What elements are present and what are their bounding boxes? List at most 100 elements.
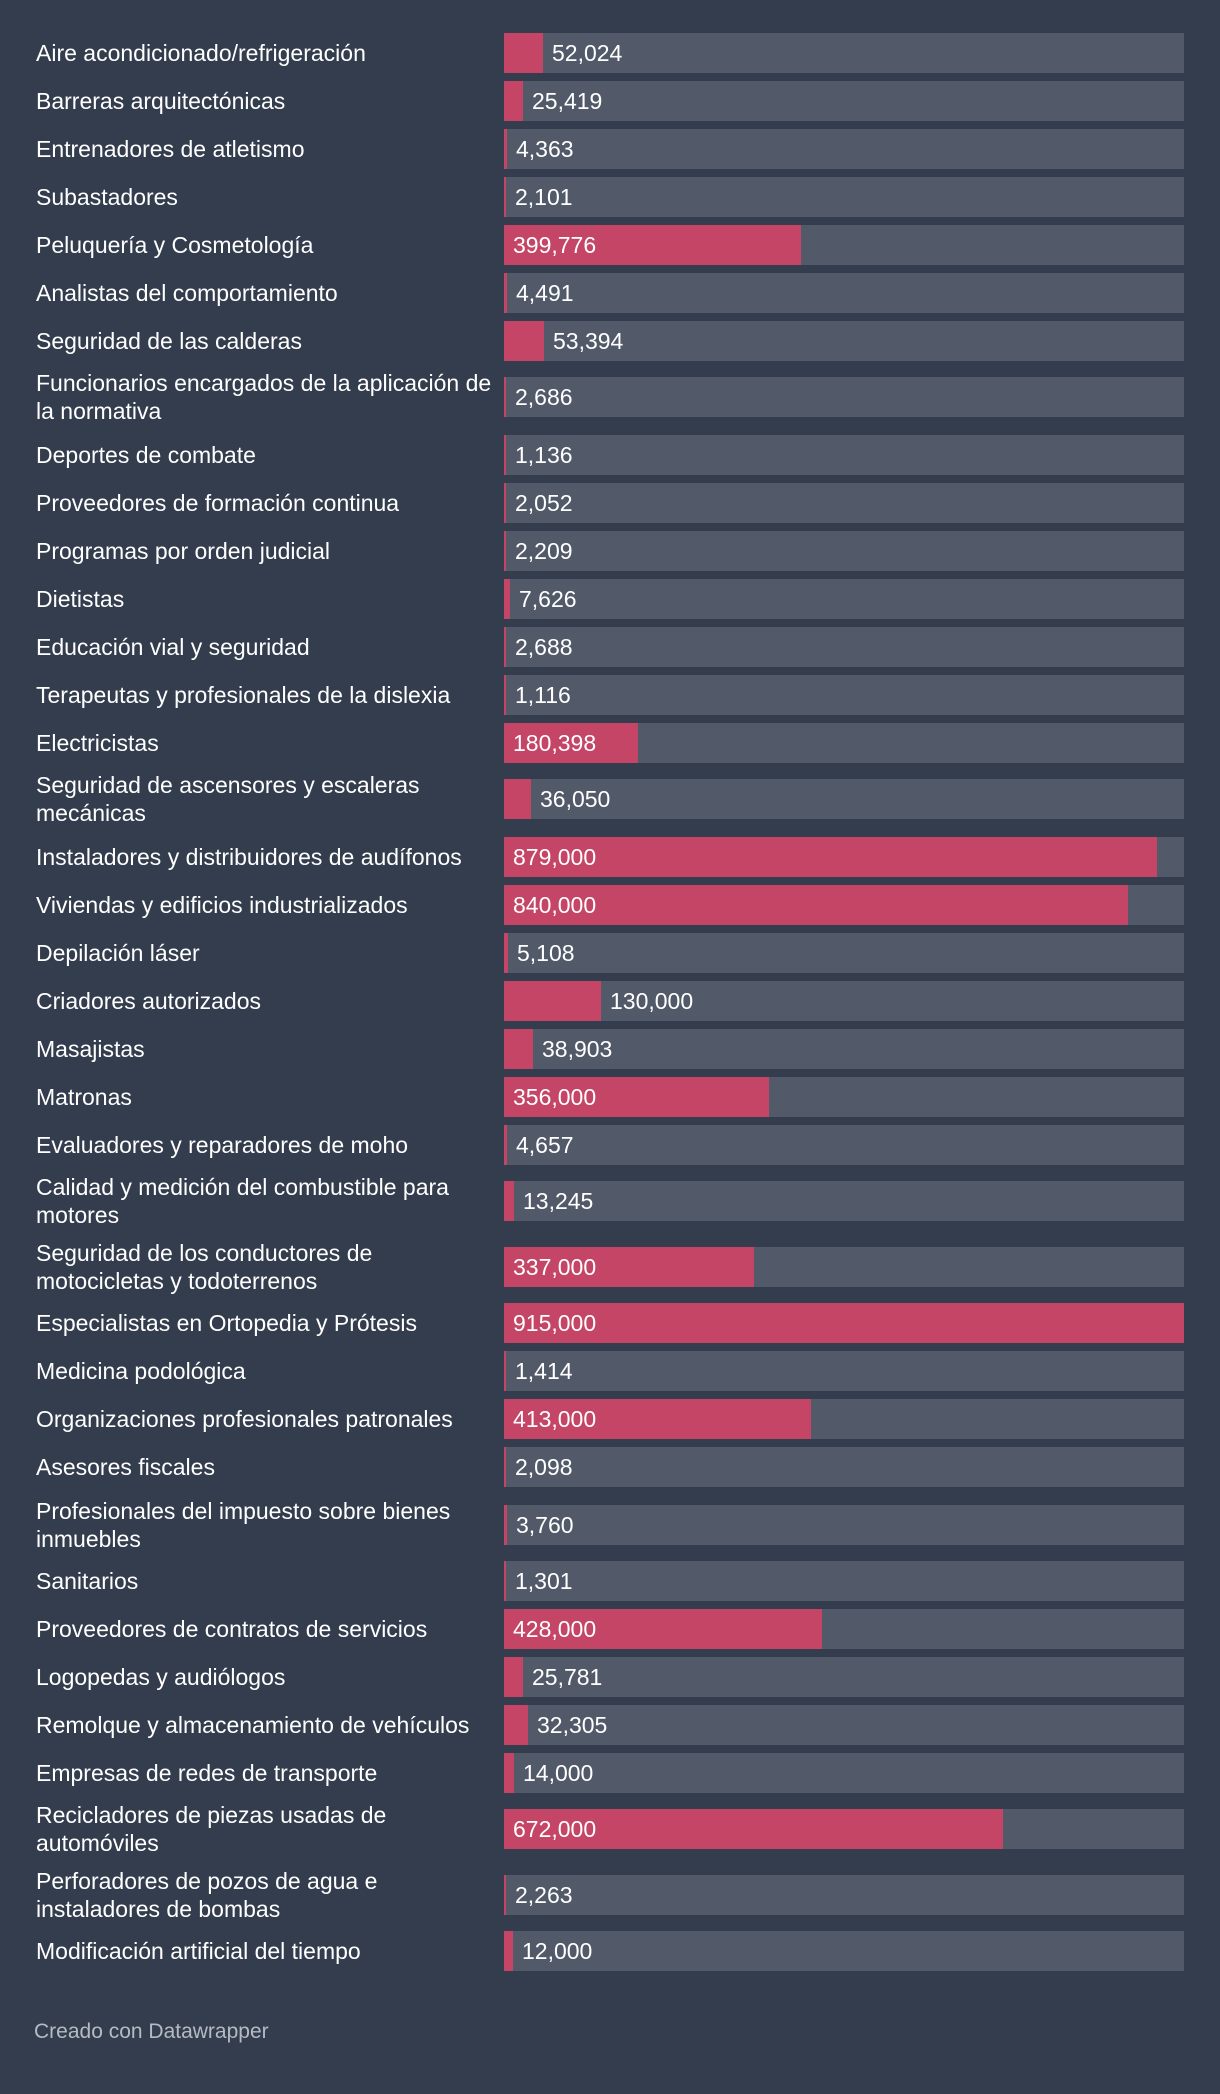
bar xyxy=(504,675,506,715)
bar-track: 36,050 xyxy=(504,779,1184,819)
bar-track: 2,098 xyxy=(504,1447,1184,1487)
bar xyxy=(504,225,801,265)
bar-track: 1,414 xyxy=(504,1351,1184,1391)
value-label: 14,000 xyxy=(523,1760,594,1786)
bar-track: 672,000 xyxy=(504,1809,1184,1849)
bar-track: 25,419 xyxy=(504,81,1184,121)
bar-track: 32,305 xyxy=(504,1705,1184,1745)
bar-track: 180,398 xyxy=(504,723,1184,763)
bar-track: 879,000 xyxy=(504,837,1184,877)
bar xyxy=(504,1705,528,1745)
category-label: Remolque y almacenamiento de vehículos xyxy=(36,1712,470,1738)
bar-track: 337,000 xyxy=(504,1247,1184,1287)
bar-track: 4,363 xyxy=(504,129,1184,169)
bar-track: 12,000 xyxy=(504,1931,1184,1971)
bar xyxy=(504,1181,514,1221)
bar xyxy=(504,177,506,217)
bar xyxy=(504,321,544,361)
category-label: Funcionarios encargados de la aplicación… xyxy=(36,370,492,424)
bar xyxy=(504,1303,1184,1343)
bar xyxy=(504,1875,506,1915)
bar xyxy=(504,579,510,619)
bar-track: 1,136 xyxy=(504,435,1184,475)
value-label: 36,050 xyxy=(540,786,611,812)
value-label: 840,000 xyxy=(513,892,597,918)
value-label: 1,301 xyxy=(515,1568,573,1594)
bar-track: 25,781 xyxy=(504,1657,1184,1697)
bar xyxy=(504,435,506,475)
category-label: Calidad y medición del combustible para … xyxy=(36,1174,449,1228)
category-label: Profesionales del impuesto sobre bienes … xyxy=(36,1498,451,1552)
value-label: 13,245 xyxy=(523,1188,594,1214)
category-label: Logopedas y audiólogos xyxy=(36,1664,286,1690)
bar-track: 13,245 xyxy=(504,1181,1184,1221)
bar xyxy=(504,1753,514,1793)
bar-track: 413,000 xyxy=(504,1399,1184,1439)
bar-track: 3,760 xyxy=(504,1505,1184,1545)
value-label: 1,116 xyxy=(515,682,571,708)
category-label: Perforadores de pozos de agua e instalad… xyxy=(36,1868,378,1922)
value-label: 2,686 xyxy=(515,384,573,410)
bar-track: 7,626 xyxy=(504,579,1184,619)
category-label: Subastadores xyxy=(36,184,178,210)
value-label: 356,000 xyxy=(513,1084,597,1110)
bar-track: 840,000 xyxy=(504,885,1184,925)
value-label: 2,052 xyxy=(515,490,573,516)
bar xyxy=(504,531,506,571)
value-label: 1,136 xyxy=(515,442,573,468)
bar xyxy=(504,1505,507,1545)
value-label: 130,000 xyxy=(610,988,694,1014)
category-label: Empresas de redes de transporte xyxy=(36,1760,378,1786)
category-label: Instaladores y distribuidores de audífon… xyxy=(36,844,462,870)
value-label: 25,781 xyxy=(532,1664,603,1690)
value-label: 4,491 xyxy=(516,280,574,306)
category-label: Especialistas en Ortopedia y Prótesis xyxy=(36,1310,417,1336)
bar-track: 14,000 xyxy=(504,1753,1184,1793)
bar xyxy=(504,837,1157,877)
value-label: 5,108 xyxy=(517,940,575,966)
category-label: Analistas del comportamiento xyxy=(36,280,338,306)
category-label: Sanitarios xyxy=(36,1568,139,1594)
category-label: Entrenadores de atletismo xyxy=(36,136,305,162)
category-label: Dietistas xyxy=(36,586,125,612)
bar-track: 356,000 xyxy=(504,1077,1184,1117)
value-label: 2,263 xyxy=(515,1882,573,1908)
bar-track: 52,024 xyxy=(504,33,1184,73)
value-label: 12,000 xyxy=(522,1938,593,1964)
value-label: 180,398 xyxy=(513,730,597,756)
bar xyxy=(504,81,523,121)
bar xyxy=(504,933,508,973)
chart-credit: Creado con Datawrapper xyxy=(34,2020,269,2043)
category-label: Peluquería y Cosmetología xyxy=(36,232,314,258)
bar-track: 4,657 xyxy=(504,1125,1184,1165)
bar xyxy=(504,129,507,169)
category-label: Seguridad de las calderas xyxy=(36,328,302,354)
bar-track: 2,263 xyxy=(504,1875,1184,1915)
value-label: 428,000 xyxy=(513,1616,597,1642)
category-label: Masajistas xyxy=(36,1036,145,1062)
category-label: Medicina podológica xyxy=(36,1358,246,1384)
bar xyxy=(504,1609,822,1649)
bar xyxy=(504,885,1128,925)
value-label: 32,305 xyxy=(537,1712,608,1738)
category-label: Matronas xyxy=(36,1084,132,1110)
value-label: 413,000 xyxy=(513,1406,597,1432)
category-label: Educación vial y seguridad xyxy=(36,634,310,660)
value-label: 52,024 xyxy=(552,40,623,66)
category-label: Proveedores de contratos de servicios xyxy=(36,1616,428,1642)
category-label: Aire acondicionado/refrigeración xyxy=(36,40,366,66)
bar xyxy=(504,1447,506,1487)
value-label: 3,760 xyxy=(516,1512,574,1538)
category-label: Modificación artificial del tiempo xyxy=(36,1938,361,1964)
bar xyxy=(504,1077,769,1117)
bar-track: 2,688 xyxy=(504,627,1184,667)
bar-track: 428,000 xyxy=(504,1609,1184,1649)
category-label: Criadores autorizados xyxy=(36,988,262,1014)
value-label: 672,000 xyxy=(513,1816,597,1842)
value-label: 337,000 xyxy=(513,1254,597,1280)
bar xyxy=(504,1247,754,1287)
bar xyxy=(504,1351,506,1391)
bar-track: 2,686 xyxy=(504,377,1184,417)
bar xyxy=(504,1399,811,1439)
bar-track: 1,116 xyxy=(504,675,1184,715)
